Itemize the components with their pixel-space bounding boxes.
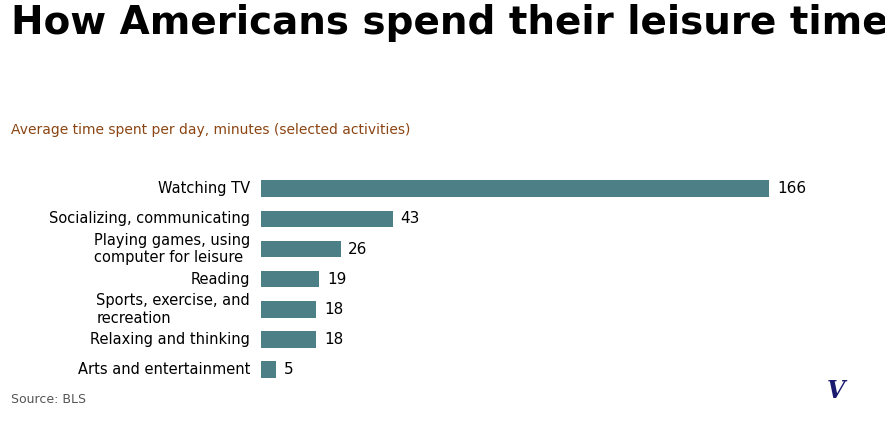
Text: How Americans spend their leisure time: How Americans spend their leisure time (11, 4, 885, 42)
Text: Playing games, using
computer for leisure: Playing games, using computer for leisur… (94, 233, 250, 265)
Text: Source: BLS: Source: BLS (11, 393, 86, 406)
Text: Sports, exercise, and
recreation: Sports, exercise, and recreation (96, 293, 250, 326)
Text: Average time spent per day, minutes (selected activities): Average time spent per day, minutes (sel… (11, 123, 410, 137)
Text: 19: 19 (327, 272, 346, 287)
Text: 18: 18 (324, 302, 343, 317)
Bar (261, 211, 393, 227)
Text: Relaxing and thinking: Relaxing and thinking (90, 332, 250, 347)
Bar (261, 331, 316, 348)
Text: Reading: Reading (190, 272, 250, 287)
Text: Watching TV: Watching TV (158, 181, 250, 196)
Text: 43: 43 (400, 212, 419, 226)
Text: 5: 5 (284, 362, 294, 377)
Bar (261, 241, 341, 257)
Text: Socializing, communicating: Socializing, communicating (49, 212, 250, 226)
Text: V: V (827, 379, 845, 403)
Text: Arts and entertainment: Arts and entertainment (78, 362, 250, 377)
Bar (261, 181, 769, 197)
Text: 26: 26 (349, 242, 367, 256)
Text: 166: 166 (777, 181, 806, 196)
Text: 18: 18 (324, 332, 343, 347)
Bar (261, 301, 316, 318)
Bar (261, 361, 276, 378)
Bar (261, 271, 319, 288)
